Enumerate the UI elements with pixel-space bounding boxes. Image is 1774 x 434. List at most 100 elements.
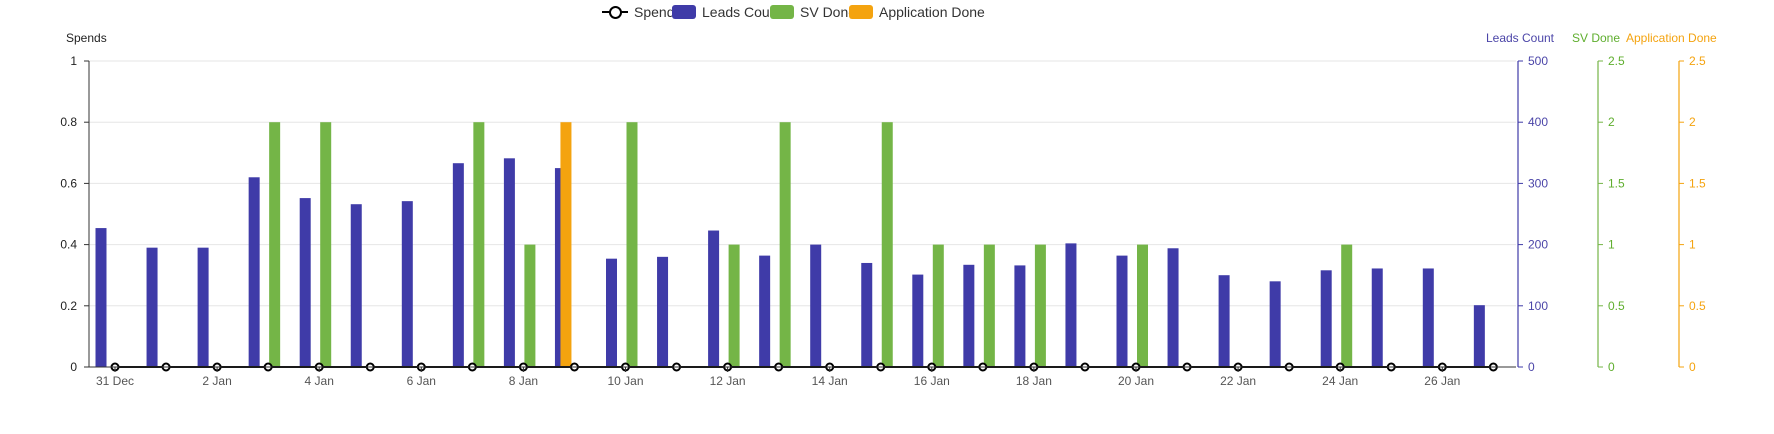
leads-swatch-icon xyxy=(672,5,696,19)
sv-done-bar xyxy=(524,244,536,367)
x-axis-tick-label: 4 Jan xyxy=(305,374,334,388)
leads-axis-tick-label: 500 xyxy=(1528,54,1548,68)
sv-axis-tick-label: 2 xyxy=(1608,115,1615,129)
sv-done-bar xyxy=(1341,244,1353,367)
leads-bar xyxy=(1167,248,1179,367)
app-axis-tick-label: 1 xyxy=(1689,238,1696,252)
sv-done-bar xyxy=(320,122,332,367)
left-axis-tick-label: 0.4 xyxy=(60,238,77,252)
leads-axis-title: Leads Count xyxy=(1486,31,1555,45)
leads-bar xyxy=(606,258,617,367)
leads-bar xyxy=(1065,243,1077,367)
leads-axis-tick-label: 100 xyxy=(1528,299,1548,313)
left-axis-tick-label: 0.2 xyxy=(60,299,77,313)
legend-label-spend: Spend xyxy=(634,4,675,20)
leads-bar xyxy=(401,201,413,367)
leads-bar xyxy=(1320,270,1332,367)
leads-bar xyxy=(1116,255,1128,367)
leads-bar xyxy=(1269,281,1281,367)
spend-line-marker-icon xyxy=(602,5,628,19)
app-axis-tick-label: 1.5 xyxy=(1689,176,1706,190)
x-axis-tick-label: 6 Jan xyxy=(407,374,436,388)
leads-bar xyxy=(95,228,107,367)
legend-label-sv: SV Done xyxy=(800,4,857,20)
legend-item-app[interactable]: Application Done xyxy=(849,2,985,22)
sv-done-bar xyxy=(473,122,485,367)
x-axis-tick-label: 2 Jan xyxy=(202,374,231,388)
leads-bar xyxy=(963,264,975,367)
sv-axis-tick-label: 0.5 xyxy=(1608,299,1625,313)
leads-bar xyxy=(759,255,771,367)
left-axis-tick-label: 0.8 xyxy=(60,115,77,129)
sv-axis-tick-label: 1.5 xyxy=(1608,176,1625,190)
leads-bar xyxy=(1473,305,1485,367)
sv-axis-tick-label: 1 xyxy=(1608,238,1615,252)
legend-label-leads: Leads Count xyxy=(702,4,782,20)
leads-axis-tick-label: 300 xyxy=(1528,176,1548,190)
leads-bar xyxy=(1218,275,1230,367)
sv-done-bar xyxy=(932,244,944,367)
app-axis-tick-label: 0.5 xyxy=(1689,299,1706,313)
left-axis-tick-label: 1 xyxy=(70,54,77,68)
leads-axis-tick-label: 0 xyxy=(1528,360,1535,374)
app-swatch-icon xyxy=(849,5,873,19)
leads-bar xyxy=(810,244,822,367)
sv-done-bar xyxy=(269,122,281,367)
x-axis-tick-label: 16 Jan xyxy=(914,374,950,388)
leads-bar xyxy=(657,256,669,367)
chart-legend: Spend Leads Count SV Done Application Do… xyxy=(0,2,1774,22)
legend-label-app: Application Done xyxy=(879,4,985,20)
sv-done-bar xyxy=(626,122,638,367)
leads-bar xyxy=(1014,265,1026,367)
sv-done-bar xyxy=(728,244,740,367)
leads-bar xyxy=(197,247,209,367)
leads-axis-tick-label: 200 xyxy=(1528,238,1548,252)
leads-axis-tick-label: 400 xyxy=(1528,115,1548,129)
x-axis-tick-label: 26 Jan xyxy=(1424,374,1460,388)
x-axis-tick-label: 8 Jan xyxy=(509,374,538,388)
leads-bar xyxy=(503,158,515,367)
x-axis-tick-label: 14 Jan xyxy=(812,374,848,388)
legend-item-leads[interactable]: Leads Count xyxy=(672,2,781,22)
bars-layer xyxy=(95,122,1485,367)
sv-done-bar xyxy=(1137,244,1148,367)
app-axis-tick-label: 0 xyxy=(1689,360,1696,374)
x-axis-tick-label: 10 Jan xyxy=(607,374,643,388)
sv-done-bar xyxy=(881,122,893,367)
x-axis-tick-label: 20 Jan xyxy=(1118,374,1154,388)
app-axis-tick-label: 2.5 xyxy=(1689,54,1706,68)
legend-item-sv[interactable]: SV Done xyxy=(770,2,856,22)
sv-axis-tick-label: 0 xyxy=(1608,360,1615,374)
legend-item-spend[interactable]: Spend xyxy=(602,2,674,22)
left-axis-title: Spends xyxy=(66,31,107,45)
sv-done-bar xyxy=(983,244,995,367)
leads-bar xyxy=(452,163,464,367)
leads-bar xyxy=(299,198,311,367)
sv-swatch-icon xyxy=(770,5,794,19)
leads-bar xyxy=(350,204,362,367)
sv-axis-tick-label: 2.5 xyxy=(1608,54,1625,68)
sv-done-bar xyxy=(1034,244,1046,367)
leads-bar xyxy=(1422,268,1434,367)
x-axis-tick-label: 31 Dec xyxy=(96,374,134,388)
x-axis-tick-label: 24 Jan xyxy=(1322,374,1358,388)
x-axis-tick-label: 22 Jan xyxy=(1220,374,1256,388)
x-axis-tick-label: 12 Jan xyxy=(710,374,746,388)
leads-bar xyxy=(708,230,720,367)
leads-bar xyxy=(248,177,260,367)
leads-bar xyxy=(1371,268,1383,367)
x-axis-tick-label: 18 Jan xyxy=(1016,374,1052,388)
axes-layer: Spends 0 0.2 0.4 0.6 0.8 1 31 Dec 2 Jan 4 Jan 6 Ja… xyxy=(60,31,1717,388)
leads-bar xyxy=(146,247,158,367)
application-done-bar xyxy=(560,122,572,367)
leads-bar xyxy=(861,262,873,367)
sv-axis-title: SV Done xyxy=(1572,31,1620,45)
sv-done-bar xyxy=(779,122,791,367)
left-axis-tick-label: 0.6 xyxy=(60,176,77,190)
leads-bar xyxy=(912,274,924,367)
app-axis-title: Application Done xyxy=(1626,31,1717,45)
left-axis-tick-label: 0 xyxy=(70,360,77,374)
app-axis-tick-label: 2 xyxy=(1689,115,1696,129)
